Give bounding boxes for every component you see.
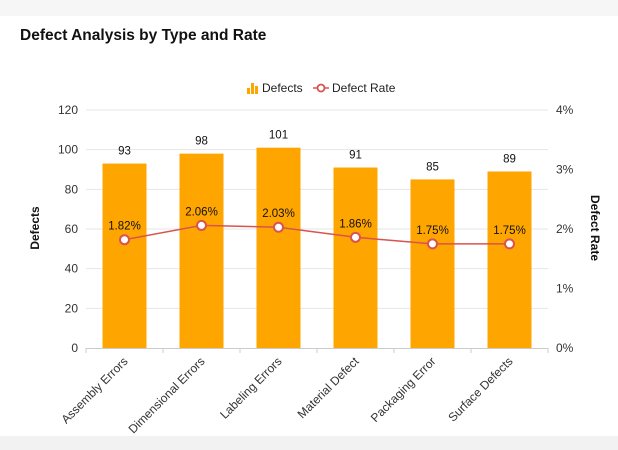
bar-data-labels: 93 98 101 91 85 89 — [118, 130, 516, 174]
bar-label-assembly-errors: 93 — [118, 146, 131, 158]
bar-labeling-errors[interactable] — [256, 147, 301, 348]
y-axis-label: Defects — [28, 206, 42, 250]
y-tick-label: 80 — [65, 182, 79, 196]
top-band — [0, 0, 618, 16]
rate-point-assembly-errors[interactable] — [119, 234, 130, 246]
y2-axis-ticks: 0% 1% 2% 3% 4% — [556, 103, 574, 355]
rate-point-material-defect[interactable] — [350, 231, 361, 243]
bar-material-defect[interactable] — [333, 167, 378, 348]
legend-item-defect-rate[interactable]: Defect Rate — [313, 81, 396, 95]
bar-series — [102, 147, 532, 348]
y-tick-label: 0 — [71, 341, 78, 355]
legend-bar-icon — [247, 88, 250, 94]
line-data-labels: 1.82% 2.06% 2.03% 1.86% 1.75% 1.75% — [108, 206, 526, 236]
rate-label-labeling-errors: 2.03% — [262, 208, 295, 220]
rate-line — [124, 224, 510, 245]
rate-point-surface-defects[interactable] — [504, 238, 515, 250]
legend-label-defect-rate: Defect Rate — [332, 81, 396, 95]
rate-label-surface-defects: 1.75% — [493, 225, 526, 237]
bar-label-material-defect: 91 — [349, 150, 362, 162]
gridlines — [86, 109, 548, 309]
y2-tick-label: 3% — [556, 163, 574, 177]
line-series — [119, 219, 515, 250]
x-tick-label-packaging-error: Packaging Error — [368, 354, 439, 425]
rate-label-packaging-error: 1.75% — [416, 225, 449, 237]
y-tick-label: 120 — [58, 103, 78, 117]
legend-label-defects: Defects — [262, 81, 303, 95]
x-tick-label-assembly-errors: Assembly Errors — [58, 354, 130, 426]
x-tick-label-dimensional-errors: Dimensional Errors — [126, 354, 208, 436]
y-tick-label: 40 — [65, 262, 79, 276]
bar-label-surface-defects: 89 — [503, 153, 516, 165]
bar-packaging-error[interactable] — [410, 179, 455, 348]
rate-point-dimensional-errors[interactable] — [196, 219, 207, 231]
y2-tick-label: 2% — [556, 222, 574, 236]
legend[interactable]: Defects Defect Rate — [247, 81, 396, 95]
bar-label-labeling-errors: 101 — [269, 130, 288, 142]
bottom-band — [0, 436, 618, 450]
legend-bar-icon — [255, 86, 258, 94]
y2-axis-label: Defect Rate — [588, 195, 602, 261]
rate-label-dimensional-errors: 2.06% — [185, 206, 218, 218]
y2-tick-label: 1% — [556, 282, 574, 296]
x-tick-label-surface-defects: Surface Defects — [445, 354, 515, 424]
y-tick-label: 100 — [58, 143, 78, 157]
legend-marker-icon — [316, 83, 326, 93]
y-tick-label: 20 — [65, 301, 79, 315]
y-axis-ticks: 0 20 40 60 80 100 120 — [58, 103, 78, 355]
bar-label-dimensional-errors: 98 — [195, 136, 208, 148]
bar-assembly-errors[interactable] — [102, 163, 147, 348]
chart-title: Defect Analysis by Type and Rate — [20, 27, 267, 44]
y-tick-label: 60 — [65, 222, 79, 236]
rate-label-material-defect: 1.86% — [339, 218, 372, 230]
rate-label-assembly-errors: 1.82% — [108, 221, 141, 233]
bar-label-packaging-error: 85 — [426, 161, 439, 173]
y2-tick-label: 0% — [556, 341, 574, 355]
bar-dimensional-errors[interactable] — [179, 153, 224, 348]
bar-surface-defects[interactable] — [487, 171, 532, 348]
x-tick-label-labeling-errors: Labeling Errors — [217, 354, 284, 421]
rate-point-labeling-errors[interactable] — [273, 221, 284, 233]
legend-item-defects[interactable]: Defects — [247, 81, 303, 95]
legend-bar-icon — [251, 83, 254, 94]
y2-tick-label: 4% — [556, 103, 574, 117]
rate-point-packaging-error[interactable] — [427, 238, 438, 250]
x-tick-label-material-defect: Material Defect — [295, 354, 362, 421]
